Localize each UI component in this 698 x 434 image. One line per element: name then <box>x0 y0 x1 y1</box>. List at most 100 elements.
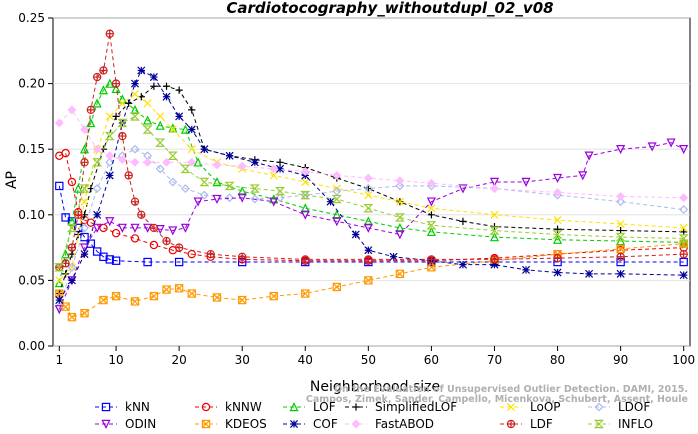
data-point-diamond <box>679 193 689 203</box>
x-tick-label: 100 <box>672 353 695 367</box>
data-point-x <box>118 99 127 108</box>
data-point-plus <box>80 158 89 166</box>
data-point-triangle <box>237 186 247 196</box>
data-point-plus <box>162 237 171 245</box>
data-point-triangle-down <box>458 184 468 194</box>
data-point-star <box>175 112 184 121</box>
data-point-star <box>130 79 140 88</box>
data-point-plus <box>137 211 145 219</box>
x-tick-label: 30 <box>235 353 250 367</box>
data-point-plus <box>131 198 139 206</box>
data-point-plus <box>364 255 372 264</box>
data-point-square <box>105 255 114 264</box>
data-point-triangle-down <box>647 142 657 152</box>
data-point-hourglass <box>129 112 141 121</box>
y-tick-label: 0.00 <box>18 339 45 353</box>
series-odin <box>54 138 689 315</box>
data-point-circle <box>99 223 108 233</box>
data-point-diamond <box>187 157 197 167</box>
data-point-circle <box>61 148 70 158</box>
data-point-triangle <box>363 216 373 226</box>
data-point-x <box>105 112 114 121</box>
y-tick-label: 0.25 <box>18 11 45 25</box>
legend-label: LDF <box>530 417 553 431</box>
legend-item-ldof: LDOF <box>588 400 650 414</box>
data-point-diamond <box>426 178 436 188</box>
data-point-diamond <box>553 188 563 197</box>
data-point-diamond <box>237 161 247 171</box>
data-point-triangle-down <box>489 177 500 187</box>
series-line <box>58 243 684 318</box>
data-point-square <box>67 312 77 322</box>
series-line <box>58 85 684 294</box>
data-point-cross <box>364 276 373 285</box>
data-point-x <box>187 145 196 154</box>
data-point-x <box>490 210 499 219</box>
data-point-diamond <box>80 125 89 134</box>
data-point-square <box>212 293 222 302</box>
x-tick-label: 10 <box>108 353 123 367</box>
data-point-plus <box>427 255 436 264</box>
data-point-triangle-down <box>363 223 373 233</box>
data-point-plus <box>99 66 108 75</box>
data-point-triangle <box>61 249 71 259</box>
data-point-hourglass <box>155 138 166 147</box>
data-point-triangle-down <box>193 197 203 207</box>
data-point-diamond <box>275 193 285 203</box>
data-point-plus <box>352 403 360 411</box>
data-point-plus <box>125 171 133 180</box>
x-tick-label: 60 <box>424 353 439 367</box>
data-point-star <box>149 73 158 82</box>
data-point-diamond <box>363 173 373 183</box>
data-point-square <box>395 269 405 279</box>
data-point-square <box>111 256 121 265</box>
data-point-diamond <box>130 144 140 154</box>
data-point-square <box>162 285 171 294</box>
data-point-triangle <box>98 85 109 95</box>
data-point-circle <box>130 234 140 243</box>
data-point-plus <box>427 211 436 219</box>
data-point-star <box>105 171 114 180</box>
data-point-star <box>521 265 531 274</box>
data-point-circle <box>201 402 211 412</box>
legend-label: KDEOS <box>225 417 267 431</box>
data-point-cross <box>99 296 108 305</box>
data-point-hourglass <box>92 158 103 167</box>
data-point-triangle-down <box>180 223 191 233</box>
legend-label: SimplifiedLOF <box>375 400 457 414</box>
data-point-plus <box>301 255 309 264</box>
data-point-plus <box>87 106 95 114</box>
data-point-x <box>553 216 562 225</box>
series-cof <box>55 66 688 305</box>
data-point-triangle <box>73 183 83 193</box>
data-point-plus <box>118 132 126 140</box>
data-point-star <box>80 250 89 259</box>
x-tick-label: 50 <box>361 353 376 367</box>
data-point-diamond <box>199 190 209 200</box>
data-point-hourglass <box>275 186 286 196</box>
data-point-plus <box>68 244 76 252</box>
legend: kNN kNNW LOF SimplifiedLOF LoOP LDOF ODIN KDEOS… <box>95 400 653 431</box>
grid <box>53 17 690 347</box>
data-point-square <box>201 419 211 429</box>
data-point-triangle <box>67 216 77 226</box>
series-kdeos <box>55 239 688 322</box>
data-point-hourglass <box>66 223 77 233</box>
data-point-triangle-down <box>168 226 178 236</box>
legend-label: ODIN <box>125 417 156 431</box>
data-point-triangle <box>111 83 121 94</box>
data-point-hourglass <box>142 125 153 134</box>
data-point-plus <box>188 106 196 114</box>
data-point-square <box>99 295 108 305</box>
data-point-hourglass <box>249 184 260 193</box>
data-point-hourglass <box>224 181 235 191</box>
legend-item-knn: kNN <box>95 400 150 414</box>
series-line <box>58 82 684 284</box>
data-point-diamond <box>212 160 222 170</box>
data-point-plus <box>175 244 183 252</box>
data-point-plus <box>150 224 158 232</box>
data-point-diamond <box>92 184 102 194</box>
data-point-diamond <box>80 223 89 233</box>
data-point-diamond <box>594 402 604 412</box>
x-axis: 1 10 20 30 40 50 60 70 80 90 100 <box>55 346 695 367</box>
